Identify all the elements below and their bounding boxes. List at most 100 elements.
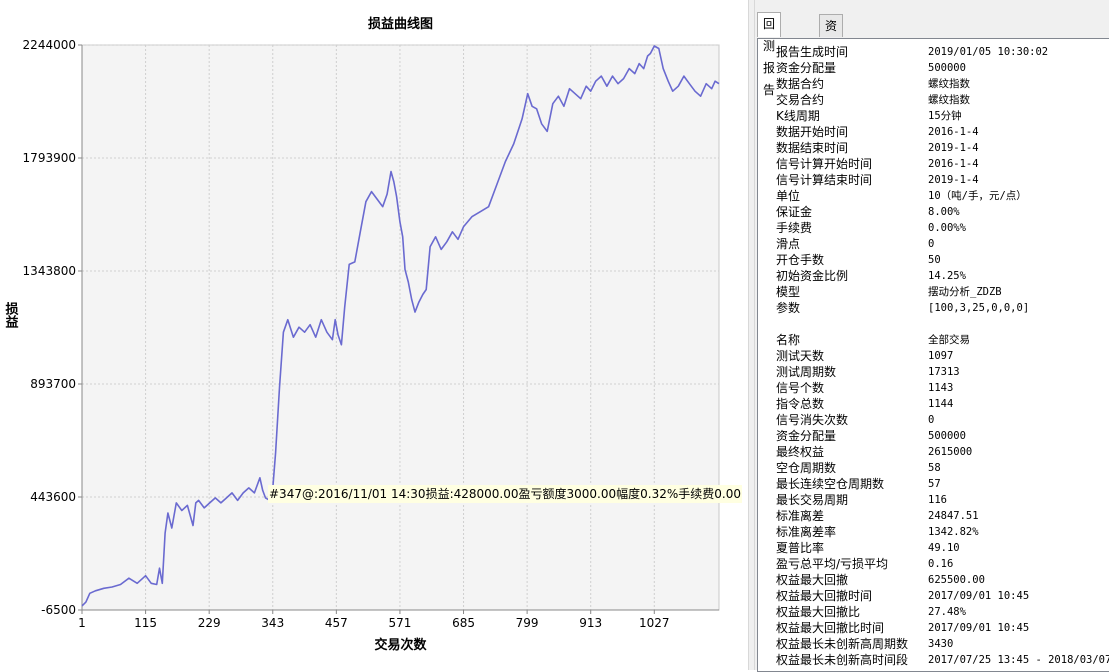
- report-key: 权益最大回撤比: [776, 605, 861, 619]
- report-key: 标准离差率: [776, 525, 837, 539]
- report-key: 初始资金比例: [776, 269, 849, 283]
- report-key: 空仓周期数: [776, 461, 837, 475]
- report-value: 1097: [928, 350, 954, 362]
- y-tick-label: 2244000: [23, 38, 76, 52]
- report-list: 报告生成时间 2019/01/05 10:30:02 资金分配量 500000 数据合约…: [757, 38, 1109, 672]
- report-value: 49.10: [928, 542, 960, 554]
- report-value: 1342.82%: [928, 526, 979, 538]
- report-pane: 回测报告 资金曲线 报告生成时间 2019/01/05 10:30:02 资金分配量…: [755, 0, 1109, 672]
- report-value: 57: [928, 478, 941, 490]
- report-key: 名称: [776, 333, 801, 347]
- report-value: 螺纹指数: [928, 94, 970, 106]
- report-key: 最终权益: [776, 445, 825, 459]
- report-value: 14.25%: [928, 270, 966, 282]
- report-value: 24847.51: [928, 510, 979, 522]
- y-tick-label: 443600: [30, 490, 76, 504]
- report-value: 全部交易: [928, 334, 970, 346]
- report-value: 2016-1-4: [928, 158, 979, 170]
- report-key: 权益最长未创新高周期数: [776, 637, 909, 651]
- report-value: 0: [928, 414, 935, 426]
- x-axis-label: 交易次数: [374, 637, 427, 653]
- report-key: 测试天数: [776, 349, 825, 363]
- report-key: 权益最长未创新高时间段: [776, 653, 909, 667]
- report-key: 资金分配量: [776, 429, 837, 443]
- x-tick-label: 1: [78, 616, 86, 630]
- report-key: 数据合约: [776, 77, 825, 91]
- x-tick-label: 571: [388, 616, 411, 630]
- report-key: 最长交易周期: [776, 493, 849, 507]
- x-tick-label: 1027: [639, 616, 670, 630]
- report-key: 手续费: [776, 221, 813, 235]
- x-tick-label: 229: [198, 616, 221, 630]
- plot-area: [81, 44, 720, 611]
- report-value: 116: [928, 494, 947, 506]
- x-tick-label: 685: [452, 616, 475, 630]
- report-value: 500000: [928, 430, 966, 442]
- report-key: 单位: [776, 189, 801, 203]
- report-key: 交易合约: [776, 93, 825, 107]
- report-key: 指令总数: [776, 397, 825, 411]
- x-tick-label: 457: [325, 616, 348, 630]
- report-value: 摆动分析_ZDZB: [928, 286, 1002, 298]
- report-value: 8.00%: [928, 206, 960, 218]
- report-value: 0.00%%: [928, 222, 966, 234]
- report-key: K线周期: [776, 109, 820, 123]
- report-value: 2615000: [928, 446, 973, 458]
- report-value: 500000: [928, 62, 966, 74]
- report-key: 报告生成时间: [776, 45, 849, 59]
- report-key: 权益最大回撤比时间: [776, 621, 885, 635]
- x-tick-label: 115: [134, 616, 157, 630]
- report-value: 27.48%: [928, 606, 966, 618]
- chart-title: 损益曲线图: [368, 16, 433, 32]
- report-value: 2019-1-4: [928, 174, 979, 186]
- report-value: 0.16: [928, 558, 954, 570]
- report-key: 数据开始时间: [776, 125, 849, 139]
- report-key: 信号计算结束时间: [776, 173, 873, 187]
- equity-series-line: [81, 45, 720, 607]
- report-value: 1144: [928, 398, 954, 410]
- report-value: 2019-1-4: [928, 142, 979, 154]
- report-value: 2017/07/25 13:45 - 2018/03/07: [928, 654, 1109, 666]
- y-tick-label: 1793900: [23, 151, 76, 165]
- report-key: 参数: [776, 301, 801, 315]
- report-value: 3430: [928, 638, 954, 650]
- report-value: 0: [928, 238, 935, 250]
- report-key: 盈亏总平均/亏损平均: [776, 557, 889, 571]
- report-key: 数据结束时间: [776, 141, 849, 155]
- report-value: 螺纹指数: [928, 78, 970, 90]
- x-tick-label: 913: [579, 616, 602, 630]
- chart-pane: -6500 443600 893700 1343800 1793900 2244000 1 1…: [2, 16, 742, 653]
- report-value: [100,3,25,0,0,0]: [928, 302, 1030, 314]
- report-value: 2017/09/01 10:45: [928, 622, 1030, 634]
- report-value: 58: [928, 462, 941, 474]
- y-tick-label: 893700: [30, 377, 76, 391]
- report-value: 15分钟: [928, 110, 962, 122]
- report-value: 1143: [928, 382, 954, 394]
- report-value: 17313: [928, 366, 960, 378]
- y-tick-label: -6500: [41, 603, 76, 617]
- x-tick-label: 343: [261, 616, 284, 630]
- report-value: 2019/01/05 10:30:02: [928, 46, 1049, 58]
- report-value: 50: [928, 254, 941, 266]
- x-tick-label: 799: [516, 616, 539, 630]
- report-key: 夏普比率: [776, 541, 825, 555]
- report-key: 资金分配量: [776, 61, 837, 75]
- report-key: 信号计算开始时间: [776, 157, 873, 171]
- tab-backtest-report[interactable]: 回测报告: [757, 12, 782, 97]
- report-key: 保证金: [776, 205, 813, 219]
- report-key: 标准离差: [776, 509, 825, 523]
- report-key: 权益最大回撤: [776, 573, 849, 587]
- report-value: 10（吨/手，元/点）: [928, 190, 1027, 202]
- report-key: 模型: [776, 285, 801, 299]
- report-key: 滑点: [776, 237, 801, 251]
- report-value: 2016-1-4: [928, 126, 979, 138]
- report-key: 信号消失次数: [776, 413, 849, 427]
- tab-equity-curve[interactable]: 资金曲线: [819, 14, 844, 99]
- report-value: 625500.00: [928, 574, 985, 586]
- y-tick-label: 1343800: [23, 264, 76, 278]
- splitter[interactable]: [748, 0, 755, 670]
- report-key: 信号个数: [776, 381, 825, 395]
- report-key: 最长连续空仓周期数: [776, 477, 885, 491]
- y-axis-label: 损益: [3, 301, 19, 329]
